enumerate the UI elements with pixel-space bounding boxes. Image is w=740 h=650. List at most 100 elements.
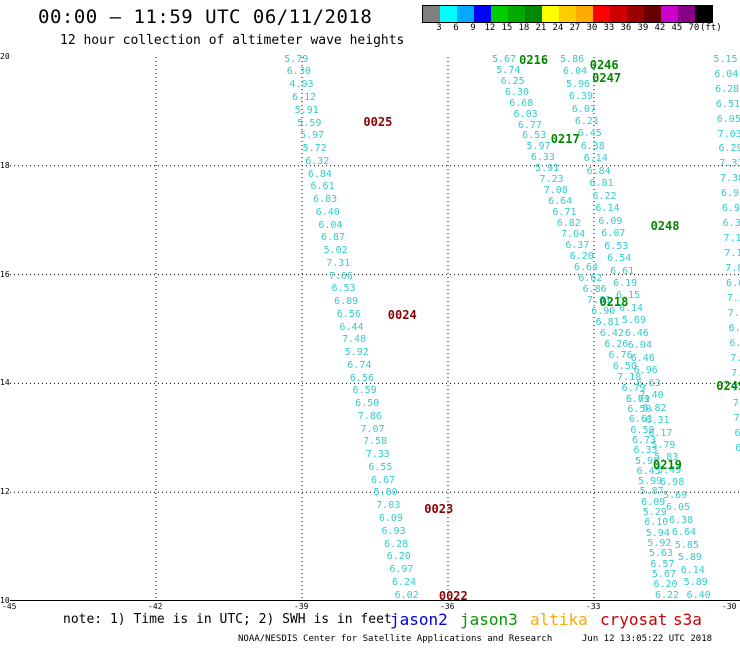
wave-height-value: 5.67 (651, 568, 677, 580)
wave-height-value: 5.94 (645, 527, 670, 539)
wave-height-value: 6.19 (613, 278, 638, 290)
wave-height-value: 6.64 (573, 262, 599, 274)
latitude-label: 18 (0, 160, 10, 170)
wave-height-value: 6.56 (349, 372, 374, 384)
wave-height-value: 6.55 (368, 461, 393, 473)
wave-height-value: 6.53 (522, 130, 547, 142)
wave-height-value: 5.86 (560, 53, 585, 65)
wave-height-value: 6.82 (642, 402, 667, 414)
color-swatch (508, 6, 525, 22)
wave-height-value: 6.61 (610, 265, 635, 277)
wave-height-color-scale (422, 5, 713, 23)
wave-height-value: 6.30 (286, 66, 311, 78)
color-scale-label: 27 (569, 23, 581, 33)
latitude-label: 12 (0, 487, 10, 497)
wave-height-value: 6.26 (604, 338, 629, 350)
wave-height-value: 6.32 (305, 155, 330, 167)
wave-height-value: 6.22 (592, 190, 617, 202)
wave-height-value: 6.04 (318, 219, 343, 231)
wave-height-value: 7.12 (723, 233, 740, 245)
wave-height-value: 6.57 (650, 558, 675, 570)
wave-height-value: 6.53 (331, 283, 356, 295)
wave-height-value: 5.49 (657, 464, 682, 476)
wave-height-value: 5.69 (663, 489, 688, 501)
wave-height-value: 6.14 (595, 203, 620, 215)
longitude-label: -39 (294, 602, 309, 611)
wave-height-value: 7.18 (617, 371, 642, 383)
wave-height-value: 6.02 (394, 589, 419, 601)
wave-height-value: 5.15 (713, 53, 738, 65)
latitude-label: 20 (0, 52, 10, 61)
pass-time-label: 0022 (438, 588, 468, 603)
wave-height-value: 5.29 (642, 507, 667, 519)
color-scale-label: 39 (637, 23, 649, 33)
wave-height-value: 6.69 (625, 393, 650, 405)
wave-height-value: 6.98 (721, 203, 740, 215)
color-scale-label: 18 (518, 23, 530, 33)
wave-height-value: 6.50 (612, 360, 637, 372)
color-scale-label: 33 (603, 23, 615, 33)
wave-height-value: 7.83 (725, 263, 740, 275)
chart-title: 00:00 – 11:59 UTC 06/11/2018 (38, 6, 373, 28)
longitude-label: -30 (722, 602, 737, 611)
wave-height-value: 6.62 (578, 273, 603, 285)
wave-height-value: 6.56 (336, 308, 361, 320)
wave-height-value: 6.39 (568, 91, 594, 103)
pass-time-label: 0218 (599, 294, 629, 309)
color-scale-label: 42 (654, 23, 666, 33)
wave-height-value: 6.29 (718, 143, 740, 155)
wave-height-value: 6.73 (631, 434, 657, 446)
color-swatch (593, 6, 610, 22)
wave-height-value: 6.14 (680, 564, 705, 576)
satellite-name: cryosat (600, 610, 668, 629)
latitude-label: 10 (0, 596, 10, 605)
wave-height-value: 6.50 (627, 404, 652, 416)
color-swatch (627, 6, 644, 22)
wave-height-value: 6.81 (595, 316, 620, 328)
wave-height-value: 6.04 (714, 68, 739, 80)
pass-time-label: 0217 (550, 131, 580, 146)
wave-height-value: 6.77 (517, 119, 542, 131)
pass-time-label: 0246 (589, 58, 619, 73)
color-scale-label: 36 (620, 23, 632, 33)
wave-height-value: 5.80 (373, 487, 398, 499)
wave-height-value: 6.89 (334, 296, 359, 308)
wave-height-value: 6.69 (726, 278, 740, 290)
wave-height-value: 7.23 (539, 174, 564, 186)
wave-height-value: 6.45 (636, 465, 661, 477)
color-swatch (423, 6, 440, 22)
wave-height-value: 5.98 (635, 455, 660, 467)
wave-height-value: 6.40 (686, 589, 711, 601)
wave-height-value: 5.89 (677, 552, 702, 564)
wave-height-value: 6.61 (310, 181, 335, 193)
wave-height-value: 6.82 (556, 218, 581, 230)
wave-height-value: 6.04 (563, 66, 588, 78)
wave-height-value: 6.96 (633, 365, 658, 377)
wave-height-value: 7.66 (328, 270, 353, 282)
pass-time-label: 0024 (387, 308, 417, 323)
wave-height-value: 7.31 (719, 158, 740, 170)
wave-height-value: 6.38 (580, 140, 605, 152)
wave-height-value: 7.08 (543, 185, 568, 197)
wave-height-value: 4.93 (289, 79, 314, 91)
color-scale-label: 12 (484, 23, 496, 33)
wave-height-value: 6.64 (671, 527, 696, 539)
wave-height-value: 6.83 (313, 194, 338, 206)
color-swatch (678, 6, 695, 22)
wave-height-value: 6.67 (370, 474, 396, 486)
wave-height-value: 6.15 (616, 290, 641, 302)
wave-height-value: 5.89 (683, 577, 708, 589)
wave-height-value: 6.20 (653, 579, 678, 591)
wave-height-value: 6.10 (644, 517, 669, 529)
wave-height-value: 6.86 (582, 284, 607, 296)
wave-height-value: 5.85 (674, 539, 699, 551)
wave-height-value: 5.79 (284, 53, 309, 65)
wave-height-value: 6.42 (599, 327, 624, 339)
wave-height-value: 7.17 (731, 367, 740, 379)
satellite-name: altika (530, 610, 588, 629)
wave-height-value: 5.79 (651, 440, 676, 452)
wave-height-value: 6.33 (530, 152, 555, 164)
wave-height-value: 5.59 (297, 117, 322, 129)
wave-height-value: 6.03 (513, 108, 538, 120)
wave-height-value: 6.76 (608, 349, 633, 361)
